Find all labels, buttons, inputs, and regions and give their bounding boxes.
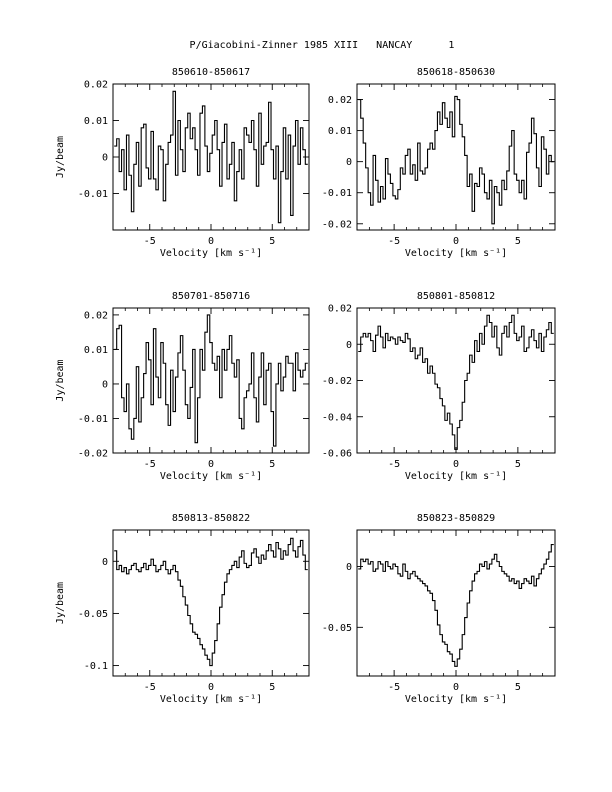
plot-frame: [112, 529, 310, 677]
x-tick-label: 0: [453, 682, 459, 693]
y-tick-label: 0: [102, 557, 108, 568]
x-tick-label: -5: [144, 459, 156, 470]
x-tick-label: 5: [269, 236, 275, 247]
panel-title: 850610-850617: [172, 67, 250, 78]
x-tick-label: -5: [144, 236, 156, 247]
x-tick-label: 5: [515, 459, 521, 470]
x-tick-label: 5: [515, 236, 521, 247]
y-tick-label: -0.01: [322, 188, 352, 199]
x-axis-label: Velocity [km s⁻¹]: [160, 248, 262, 259]
y-tick-label: -0.01: [78, 189, 108, 200]
y-tick-label: 0.01: [84, 116, 108, 127]
spectrum-line: [358, 544, 554, 667]
x-tick-label: 0: [208, 682, 214, 693]
spectra-grid: 850610-850617 -5 0 5 -0.01 0 0.01 0.02 Velocity …: [55, 67, 556, 705]
y-tick-label: -0.02: [78, 449, 108, 460]
x-tick-label: 0: [208, 236, 214, 247]
y-tick-label: 0.01: [84, 345, 108, 356]
x-axis-label: Velocity [km s⁻¹]: [405, 471, 507, 482]
panel-title: 850823-850829: [417, 513, 495, 524]
y-tick-label: 0.02: [84, 310, 108, 321]
plot-frame: [112, 83, 310, 231]
spectrum-panel-4: 850801-850812 -5 0 5 -0.06 -0.04 -0.02 0 0.02 Vel…: [322, 291, 556, 482]
y-tick-label: 0: [346, 157, 352, 168]
y-tick-label: -0.01: [78, 414, 108, 425]
spectrum-line: [114, 314, 308, 447]
plot-frame: [356, 307, 556, 454]
y-tick-label: -0.05: [78, 609, 108, 620]
y-tick-label: -0.02: [322, 219, 352, 230]
figure-title: P/Giacobini-Zinner 1985 XIII NANCAY 1: [190, 40, 455, 51]
x-tick-label: 0: [453, 459, 459, 470]
x-tick-label: -5: [388, 459, 400, 470]
plot-frame: [112, 307, 310, 454]
panel-title: 850701-850716: [172, 291, 250, 302]
x-axis-label: Velocity [km s⁻¹]: [160, 694, 262, 705]
y-tick-label: 0: [346, 340, 352, 351]
y-tick-label: 0.02: [328, 95, 352, 106]
x-tick-label: 0: [453, 236, 459, 247]
x-tick-label: -5: [388, 236, 400, 247]
spectrum-panel-3: 850701-850716 -5 0 5 -0.02 -0.01 0 0.01 0.02 Velo…: [55, 291, 310, 482]
y-tick-label: -0.1: [84, 661, 108, 672]
panel-title: 850801-850812: [417, 291, 495, 302]
y-tick-label: 0: [102, 379, 108, 390]
x-axis-label: Velocity [km s⁻¹]: [405, 248, 507, 259]
panel-title: 850813-850822: [172, 513, 250, 524]
y-tick-label: 0: [346, 562, 352, 573]
spectrum-line: [358, 95, 554, 225]
x-tick-label: -5: [144, 682, 156, 693]
y-tick-label: 0: [102, 153, 108, 164]
y-tick-label: 0.02: [84, 80, 108, 91]
y-tick-label: -0.06: [322, 449, 352, 460]
spectrum-panel-2: 850618-850630 -5 0 5 -0.02 -0.01 0 0.01 0.02 Velo…: [322, 67, 556, 259]
spectrum-line: [114, 537, 308, 667]
plot-frame: [356, 83, 556, 231]
x-tick-label: 5: [269, 682, 275, 693]
x-tick-label: 5: [515, 682, 521, 693]
y-tick-label: -0.02: [322, 376, 352, 387]
panel-title: 850618-850630: [417, 67, 495, 78]
spectrum-panel-1: 850610-850617 -5 0 5 -0.01 0 0.01 0.02 Velocity …: [55, 67, 310, 259]
spectrum-line: [358, 314, 554, 450]
y-tick-label: -0.04: [322, 412, 352, 423]
y-axis-label: Jy/beam: [55, 359, 66, 401]
x-axis-label: Velocity [km s⁻¹]: [160, 471, 262, 482]
y-axis-label: Jy/beam: [55, 136, 66, 178]
y-tick-label: 0.01: [328, 126, 352, 137]
y-tick-label: 0.02: [328, 304, 352, 315]
spectrum-line: [114, 90, 308, 224]
x-tick-label: -5: [388, 682, 400, 693]
y-axis-label: Jy/beam: [55, 582, 66, 624]
plot-frame: [356, 529, 556, 677]
x-axis-label: Velocity [km s⁻¹]: [405, 694, 507, 705]
x-tick-label: 0: [208, 459, 214, 470]
x-tick-label: 5: [269, 459, 275, 470]
y-tick-label: -0.05: [322, 623, 352, 634]
